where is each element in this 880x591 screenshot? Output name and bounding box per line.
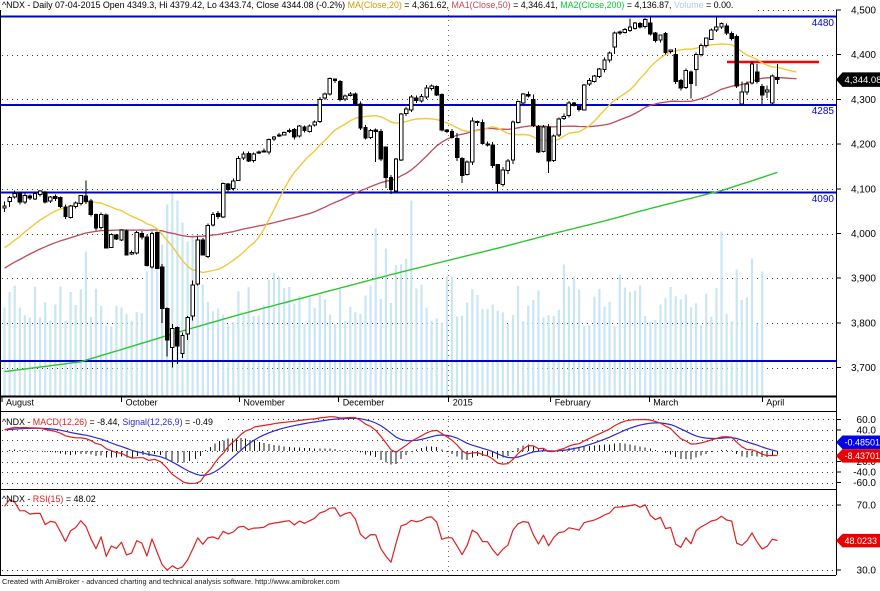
svg-text:August: August [6,398,35,408]
svg-text:March: March [653,398,678,408]
svg-text:-60.0: -60.0 [853,478,876,489]
svg-text:Created with AmiBroker - advan: Created with AmiBroker - advanced charti… [2,577,340,586]
svg-text:October: October [126,398,158,408]
svg-text:4480: 4480 [812,18,835,29]
svg-text:70.0: 70.0 [857,500,877,511]
svg-text:3,800: 3,800 [851,318,876,329]
svg-text:February: February [555,398,592,408]
svg-text:^NDX - Daily 07-04-2015 Open 4: ^NDX - Daily 07-04-2015 Open 4349.3, Hi … [2,0,733,10]
svg-text:4,100: 4,100 [851,184,876,195]
svg-text:-40.0: -40.0 [853,468,876,479]
svg-text:April: April [766,398,784,408]
svg-text:40.0: 40.0 [857,425,877,436]
svg-text:4,200: 4,200 [851,140,876,151]
svg-text:-0.48501: -0.48501 [845,437,880,447]
svg-text:60.0: 60.0 [857,415,877,426]
svg-text:48.0233: 48.0233 [845,536,878,546]
svg-text:-8.43701: -8.43701 [845,451,880,461]
svg-text:November: November [243,398,285,408]
svg-text:2015: 2015 [453,398,473,408]
svg-text:4,000: 4,000 [851,229,876,240]
svg-text:^NDX - RSI(15) = 48.02: ^NDX - RSI(15) = 48.02 [2,494,96,504]
svg-text:^NDX - MACD(12,26) = -8.44, Si: ^NDX - MACD(12,26) = -8.44, Signal(12,26… [2,417,213,427]
svg-text:3,900: 3,900 [851,274,876,285]
svg-text:4,500: 4,500 [851,6,876,17]
svg-text:4090: 4090 [812,194,835,205]
svg-text:3,700: 3,700 [851,363,876,374]
svg-text:4,300: 4,300 [851,95,876,106]
svg-text:30.0: 30.0 [857,565,877,576]
svg-text:December: December [343,398,385,408]
svg-text:4,400: 4,400 [851,50,876,61]
svg-text:4,344.08: 4,344.08 [845,75,880,86]
svg-text:4285: 4285 [812,106,835,117]
